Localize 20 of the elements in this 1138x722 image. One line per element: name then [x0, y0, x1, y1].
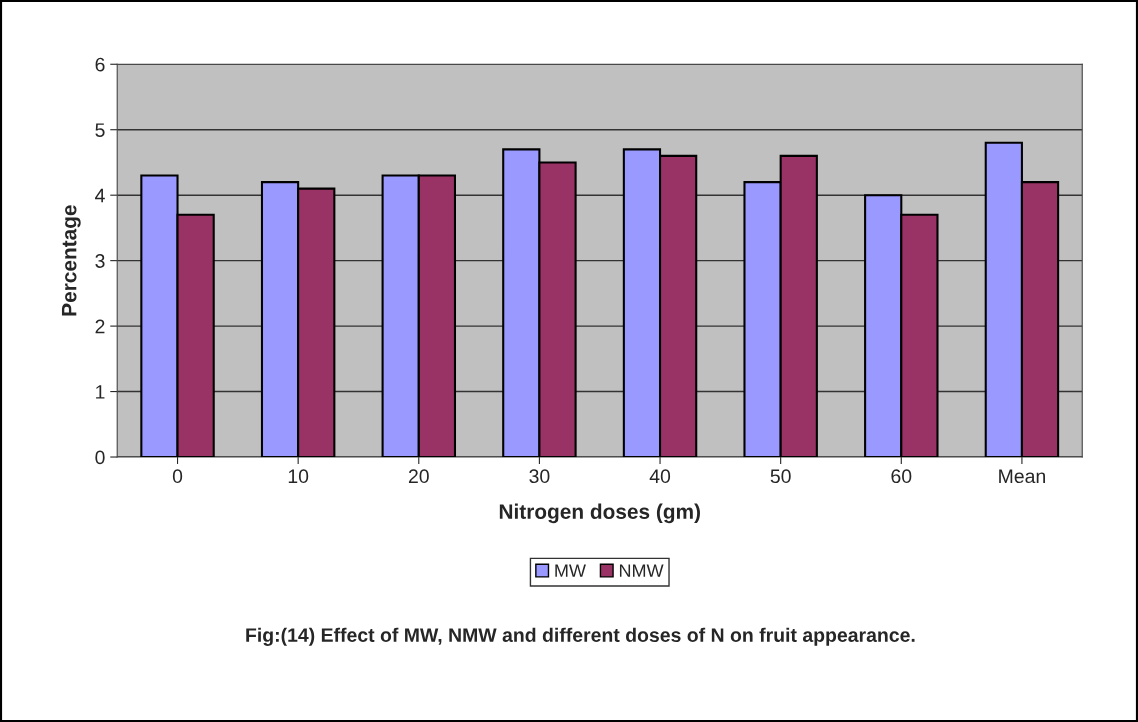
y-axis-title: Percentage [61, 205, 81, 316]
x-tick-label: 50 [770, 469, 791, 484]
x-tick-label: 60 [891, 469, 912, 484]
y-tick-label: 3 [95, 254, 105, 268]
x-tick-label: 0 [172, 469, 183, 484]
x-tick-label: 10 [288, 469, 309, 484]
x-tick-label: 30 [529, 469, 550, 484]
legend-label: NMW [619, 564, 664, 577]
y-tick-label: 5 [95, 123, 105, 137]
y-tick-label: 0 [95, 450, 105, 465]
y-tick-label: 1 [96, 385, 105, 399]
y-tick-label: 2 [95, 319, 105, 334]
x-tick-label: 20 [408, 469, 429, 484]
legend-label: MW [555, 564, 586, 577]
x-tick-label: Mean [999, 469, 1045, 484]
x-axis-title: Nitrogen doses (gm) [499, 503, 700, 524]
x-tick-label: 40 [649, 469, 671, 484]
y-tick-label: 4 [95, 188, 105, 203]
text: Fig:(14) Effect of MW, NMW and different doses of N on fruit appearance. [246, 627, 915, 646]
y-tick-label: 6 [95, 57, 105, 72]
